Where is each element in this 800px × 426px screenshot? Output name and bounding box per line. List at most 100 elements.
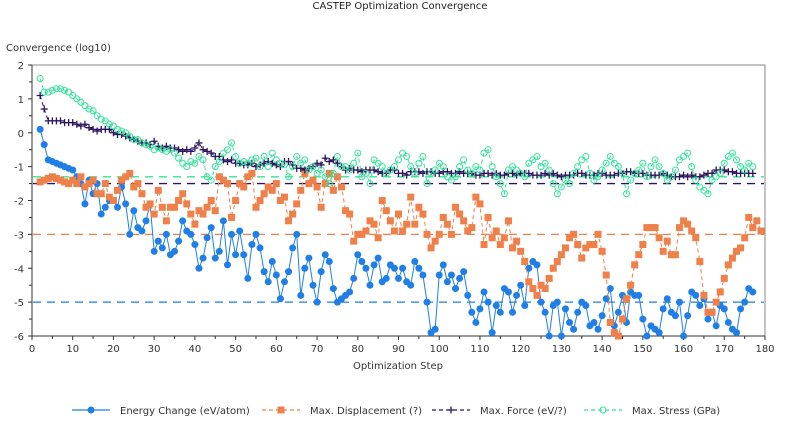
data-point [203, 203, 211, 211]
data-point [456, 210, 464, 218]
data-point [476, 166, 484, 174]
data-point [264, 183, 272, 191]
data-point [236, 227, 244, 235]
data-point [541, 169, 549, 177]
data-point [354, 166, 362, 174]
data-point [517, 169, 525, 177]
data-point [439, 261, 447, 269]
data-point [85, 180, 93, 188]
data-point [252, 203, 260, 211]
x-tick-label: 130 [552, 344, 571, 355]
data-point [635, 291, 643, 299]
data-point [631, 261, 639, 269]
data-point [684, 173, 692, 181]
legend-item: Max. Force (eV/?) [432, 406, 567, 417]
data-point [57, 176, 65, 184]
data-point [549, 180, 557, 188]
series-3 [36, 75, 757, 198]
data-point [264, 278, 272, 286]
data-point [529, 156, 537, 164]
x-tick-label: 30 [148, 344, 161, 355]
data-point [240, 251, 248, 259]
data-point [362, 169, 370, 177]
y-tick-label: -2 [14, 197, 24, 208]
data-point [488, 163, 496, 171]
data-point [484, 169, 492, 177]
data-point [390, 227, 398, 235]
data-point [655, 171, 663, 179]
data-point [675, 156, 683, 164]
data-point [289, 163, 297, 171]
data-point [87, 406, 95, 414]
data-point [745, 213, 753, 221]
data-point [639, 159, 647, 167]
data-point [684, 149, 692, 157]
data-point [166, 203, 174, 211]
data-point [52, 174, 60, 182]
data-point [93, 190, 101, 198]
data-point [203, 173, 211, 181]
data-point [513, 291, 521, 299]
data-point [171, 149, 179, 157]
data-point [232, 251, 240, 259]
data-point [631, 169, 639, 177]
data-point [704, 190, 712, 198]
data-point [191, 144, 199, 152]
plot-area [31, 64, 766, 337]
data-point [447, 271, 455, 279]
data-point [753, 217, 761, 225]
x-tick-label: 100 [430, 344, 449, 355]
data-point [423, 298, 431, 306]
data-point [659, 169, 667, 177]
data-point [52, 85, 60, 93]
data-point [36, 178, 44, 186]
data-point [142, 141, 150, 149]
data-point [594, 173, 602, 181]
data-point [256, 244, 264, 252]
data-point [305, 254, 313, 262]
data-point [435, 159, 443, 167]
data-point [480, 149, 488, 157]
data-point [146, 200, 154, 208]
data-point [223, 158, 231, 166]
data-point [219, 149, 227, 157]
y-tick-label: 0 [18, 129, 24, 140]
data-point [166, 146, 174, 154]
data-point [728, 254, 736, 262]
data-point [321, 251, 329, 259]
data-point [382, 207, 390, 215]
data-point [472, 318, 480, 326]
data-point [248, 169, 256, 177]
data-point [712, 298, 720, 306]
data-point [313, 183, 321, 191]
data-point [354, 149, 362, 157]
data-point [431, 166, 439, 174]
data-point [321, 173, 329, 181]
data-point [382, 274, 390, 282]
data-point [211, 163, 219, 171]
data-point [264, 163, 272, 171]
data-point [509, 169, 517, 177]
data-point [456, 163, 464, 171]
data-point [101, 180, 109, 188]
x-tick-label: 120 [511, 344, 530, 355]
data-point [655, 234, 663, 242]
data-point [696, 183, 704, 191]
data-point [276, 159, 284, 167]
data-point [101, 203, 109, 211]
x-tick-label: 20 [107, 344, 120, 355]
data-point [378, 163, 386, 171]
data-point [374, 254, 382, 262]
data-point [285, 268, 293, 276]
data-point [590, 318, 598, 326]
data-point [443, 220, 451, 228]
series-line [39, 78, 754, 196]
data-point [447, 176, 455, 184]
data-point [142, 203, 150, 211]
data-point [36, 125, 44, 133]
data-point [712, 173, 720, 181]
data-point [403, 220, 411, 228]
data-point [639, 169, 647, 177]
data-point [574, 308, 582, 316]
data-point [289, 210, 297, 218]
